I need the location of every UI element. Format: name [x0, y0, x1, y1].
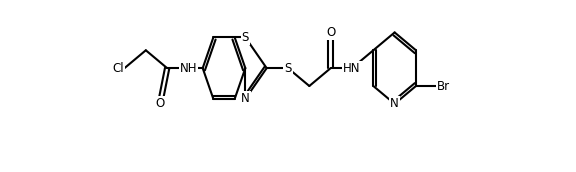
Text: Br: Br: [437, 79, 450, 93]
Text: HN: HN: [343, 62, 361, 75]
Text: NH: NH: [180, 62, 197, 75]
Text: N: N: [241, 92, 250, 105]
Text: S: S: [242, 31, 249, 44]
Text: O: O: [156, 97, 165, 110]
Text: N: N: [391, 97, 399, 110]
Text: O: O: [326, 26, 335, 39]
Text: S: S: [285, 62, 291, 75]
Text: Cl: Cl: [113, 62, 124, 75]
